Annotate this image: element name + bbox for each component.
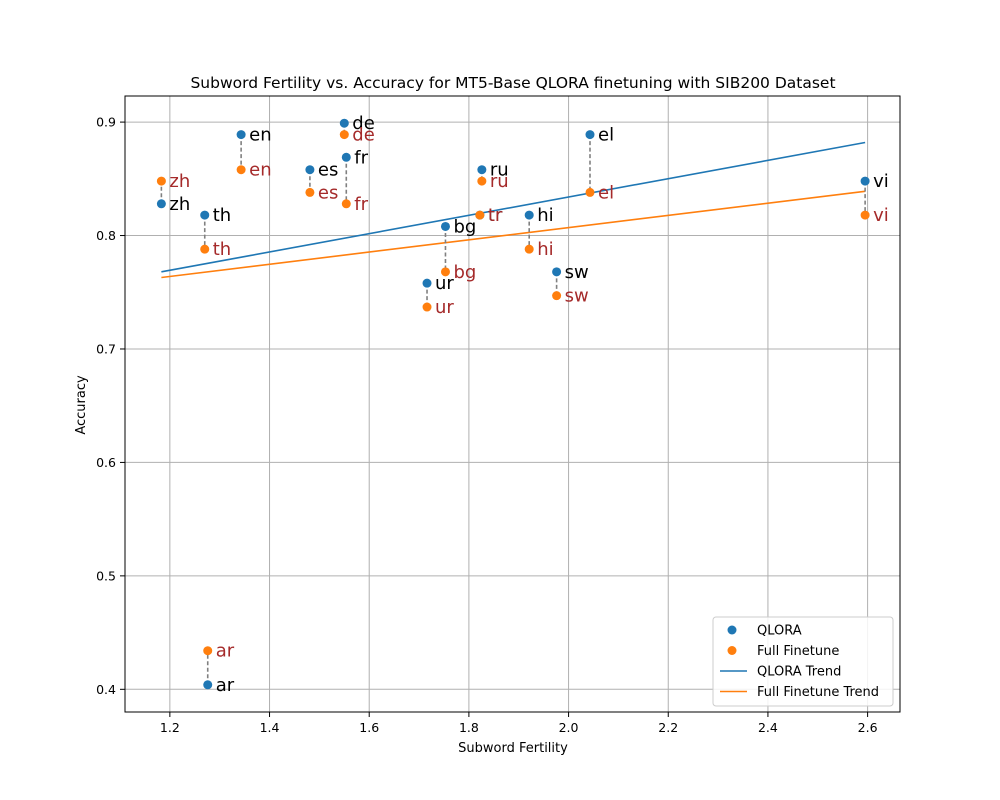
full-finetune-label-hi: hi (537, 239, 553, 260)
full-finetune-point-th (200, 244, 210, 254)
qlora-point-en (236, 130, 246, 140)
qlora-point-ar (203, 680, 213, 690)
qlora-label-ru: ru (490, 160, 509, 181)
qlora-label-es: es (318, 160, 338, 181)
qlora-label-bg: bg (453, 216, 476, 237)
full-finetune-point-ar (203, 646, 213, 656)
full-finetune-point-bg (440, 267, 450, 277)
x-axis-ticks: 1.2 1.4 1.6 1.8 2.0 2.2 2.4 2.6 (160, 712, 878, 735)
full-finetune-point-tr (475, 210, 485, 220)
legend-box (712, 616, 894, 707)
qlora-point-fr (341, 152, 351, 162)
x-tick-label: 1.2 (160, 720, 180, 735)
full-finetune-label-sw: sw (565, 286, 589, 307)
x-axis-label: Subword Fertility (458, 741, 568, 756)
y-tick-label: 0.7 (96, 341, 116, 356)
full-finetune-label-el: el (598, 182, 614, 203)
qlora-point-es (305, 165, 315, 175)
x-tick-label: 2.2 (658, 720, 678, 735)
full-finetune-label-th: th (213, 239, 231, 260)
full-finetune-point-de (339, 130, 349, 140)
full-finetune-point-ru (477, 176, 487, 186)
x-tick-label: 1.6 (359, 720, 379, 735)
full-finetune-label-vi: vi (873, 205, 889, 226)
x-tick-label: 2.6 (858, 720, 878, 735)
plot-frame (124, 95, 901, 713)
trend-line-full-finetune (161, 190, 866, 279)
full-finetune-point-ur (422, 302, 432, 312)
qlora-label-zh: zh (169, 194, 190, 215)
qlora-label-ur: ur (435, 273, 454, 294)
data-points (156, 118, 870, 690)
full-finetune-point-hi (524, 244, 534, 254)
full-finetune-label-es: es (318, 182, 338, 203)
qlora-label-vi: vi (873, 171, 889, 192)
y-tick-label: 0.5 (96, 568, 116, 583)
qlora-point-bg (440, 221, 450, 231)
full-finetune-point-zh (156, 176, 166, 186)
qlora-label-tr: tr (488, 205, 503, 226)
full-finetune-point-fr (341, 199, 351, 209)
full-finetune-label-ar: ar (216, 641, 235, 662)
x-tick-label: 2.4 (758, 720, 778, 735)
full-finetune-label-bg: bg (453, 262, 476, 283)
full-finetune-label-de: de (352, 125, 375, 146)
trend-line-qlora (161, 141, 866, 273)
full-finetune-label-ur: ur (435, 297, 454, 318)
full-finetune-point-el (585, 187, 595, 197)
qlora-point-vi (860, 176, 870, 186)
qlora-point-sw (552, 267, 562, 277)
full-finetune-label-tr: tr (488, 205, 503, 226)
full-finetune-label-en: en (249, 160, 271, 181)
full-finetune-point-es (305, 187, 315, 197)
qlora-label-th: th (213, 205, 231, 226)
trend-lines (161, 141, 866, 279)
qlora-point-ru (477, 165, 487, 175)
y-tick-label: 0.6 (96, 455, 116, 470)
qlora-point-th (200, 210, 210, 220)
legend-entry-qlora-marker (727, 625, 737, 635)
full-finetune-point-vi (860, 210, 870, 220)
full-finetune-label-fr: fr (354, 194, 368, 215)
legend-entry-qlora-label: QLORA (757, 624, 802, 639)
full-finetune-label-zh: zh (169, 171, 190, 192)
qlora-point-ur (422, 278, 432, 288)
legend-entry-full-finetune-label: Full Finetune (757, 644, 839, 659)
full-finetune-point-sw (552, 291, 562, 301)
x-tick-label: 1.8 (459, 720, 479, 735)
full-finetune-point-en (236, 165, 246, 175)
y-axis-label: Accuracy (74, 375, 89, 435)
legend-entry-full-finetune-trend-label: Full Finetune Trend (757, 685, 879, 700)
qlora-label-el: el (598, 125, 614, 146)
qlora-label-fr: fr (354, 147, 368, 168)
grid-lines (125, 96, 900, 712)
qlora-label-ar: ar (216, 675, 235, 696)
legend: QLORA Full Finetune QLORA Trend Full Finetu… (712, 616, 894, 707)
legend-entry-qlora-trend-label: QLORA Trend (757, 665, 841, 680)
y-tick-label: 0.8 (96, 228, 116, 243)
chart-title: Subword Fertility vs. Accuracy for MT5-B… (190, 74, 835, 92)
qlora-label-sw: sw (565, 262, 589, 283)
qlora-point-zh (156, 199, 166, 209)
y-tick-label: 0.9 (96, 115, 116, 130)
qlora-label-hi: hi (537, 205, 553, 226)
qlora-label-en: en (249, 125, 271, 146)
qlora-point-de (339, 118, 349, 128)
qlora-point-el (585, 130, 595, 140)
x-tick-label: 2.0 (559, 720, 579, 735)
legend-entry-full-finetune-marker (727, 646, 737, 655)
qlora-label-de: de (352, 113, 375, 134)
x-tick-label: 1.4 (260, 720, 280, 735)
full-finetune-label-ru: ru (490, 171, 509, 192)
y-axis-ticks: 0.4 0.5 0.6 0.7 0.8 0.9 (96, 115, 125, 697)
qlora-point-hi (524, 210, 534, 220)
y-tick-label: 0.4 (96, 682, 116, 697)
